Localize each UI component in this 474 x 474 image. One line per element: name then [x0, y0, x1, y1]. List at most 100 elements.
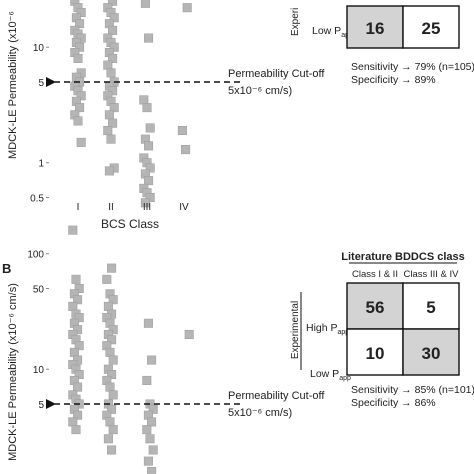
- panel-b-y-axis-label: MDCK-LE Permeability (x10⁻⁶ cm/s): [7, 283, 19, 461]
- panel-b-point-class-i: [71, 274, 81, 284]
- panel-b-cell-value-low-class12: 10: [366, 344, 385, 363]
- panel-b: B MDCK-LE Permeability (x10⁻⁶ cm/s) 5105…: [2, 225, 474, 474]
- panel-a-point-class-i: [76, 91, 86, 101]
- panel-a-point-class-i: [73, 53, 83, 63]
- panel-b-point-class-iii: [147, 355, 157, 365]
- panel-b-point-class-ii: [105, 417, 115, 427]
- panel-b-cell-value-high-class34: 5: [426, 298, 435, 317]
- panel-a-point-class-i: [76, 7, 86, 17]
- panel-a-point-class-iv: [181, 145, 191, 155]
- panel-a-point-class-iii: [142, 103, 152, 113]
- panel-a-point-class-i: [75, 103, 85, 113]
- panel-b-point-class-i: [68, 301, 78, 311]
- panel-a-cutoff-label-1: Permeability Cut-off: [228, 68, 325, 80]
- panel-a-point-class-ii: [104, 166, 114, 176]
- panel-b-point-class-i: [73, 410, 83, 420]
- panel-b-point-class-ii: [107, 335, 117, 345]
- panel-a-point-class-ii: [109, 42, 119, 52]
- panel-a-x-tick-label: I: [77, 202, 80, 213]
- panel-a-y-tick-label: 0.5: [30, 194, 44, 205]
- panel-b-cutoff-label-1: Permeability Cut-off: [228, 390, 325, 402]
- panel-a-cell-low-class12: [346, 5, 404, 49]
- panel-b-point-class-ii: [107, 263, 117, 273]
- panel-b-cell-high-class34: [402, 282, 460, 330]
- panel-b-point-class-iii: [142, 425, 152, 435]
- panel-b-point-class-ii: [107, 370, 117, 380]
- panel-b-col-label-class12: Class I & II: [352, 269, 398, 280]
- panel-a-cell-low-class34: [402, 5, 460, 49]
- panel-a-point-class-iv: [177, 126, 187, 136]
- panel-b-cell-value-high-class12: 56: [366, 298, 385, 317]
- panel-a-x-ticks: I II III IV: [77, 202, 189, 213]
- panel-b-point-class-iii: [142, 375, 152, 385]
- panel-b-point-class-ii: [105, 347, 115, 357]
- panel-a-point-class-iii: [140, 0, 150, 8]
- panel-a-cell-value-low-class34: 25: [422, 19, 441, 38]
- panel-b-point-class-iii: [147, 467, 157, 474]
- panel-a-contingency-table: Experi Low Papp 16 25 Sensitivity → 79% …: [290, 5, 474, 86]
- panel-b-point-class-ii: [105, 382, 115, 392]
- panel-b-point-class-iii: [145, 434, 155, 444]
- panel-a-sensitivity: Sensitivity → 79% (n=105): [351, 61, 474, 73]
- panel-a-point-class-iii: [145, 193, 155, 202]
- panel-a-x-axis-label: BCS Class: [101, 217, 159, 231]
- panel-b-point-class-ii: [108, 355, 118, 365]
- panel-a-cell-value-low-class12: 16: [366, 19, 385, 38]
- panel-a-point-class-iii: [145, 163, 155, 173]
- panel-b-point-class-iii: [143, 318, 153, 328]
- panel-a-x-tick-label: IV: [179, 202, 189, 213]
- panel-b-sensitivity: Sensitivity → 85% (n=101): [351, 384, 474, 396]
- panel-a-point-class-iii: [144, 33, 154, 43]
- panel-b-table-header: Literature BDDCS class: [341, 251, 465, 263]
- panel-a-point-class-iii: [145, 123, 155, 133]
- panel-b-row-group-label: Experimental: [290, 301, 301, 359]
- panel-b-y-tick-label: 10: [33, 365, 45, 376]
- panel-a-point-class-i: [76, 137, 86, 147]
- panel-b-point-class-ii: [103, 434, 113, 444]
- panel-b-y-ticks: 5 10 50 100: [27, 250, 49, 411]
- panel-b-point-class-i: [68, 225, 78, 235]
- panel-b-point-class-iv: [184, 329, 194, 339]
- panel-a-point-class-ii: [108, 25, 118, 35]
- panel-a-point-class-ii: [108, 118, 118, 128]
- panel-a-point-class-iii: [139, 95, 149, 105]
- panel-b-point-class-ii: [102, 274, 112, 284]
- panel-b-points: [68, 225, 194, 474]
- panel-a-point-class-i: [73, 116, 83, 126]
- panel-b-row-low-label: Low Papp: [310, 368, 351, 382]
- panel-a-point-class-ii: [108, 86, 118, 96]
- panel-a-point-class-ii: [106, 68, 116, 78]
- panel-b-y-tick-label: 100: [27, 250, 44, 261]
- panel-b-cell-low-class34: [402, 328, 460, 376]
- panel-a-points: [70, 0, 192, 208]
- panel-b-letter: B: [2, 261, 11, 276]
- panel-a-point-class-ii: [104, 110, 114, 120]
- panel-b-point-class-i: [71, 425, 81, 435]
- panel-a-row-group-label: Experi: [290, 8, 301, 36]
- panel-a-point-class-iii: [144, 141, 154, 151]
- panel-b-point-class-ii: [107, 404, 117, 414]
- panel-b-point-class-ii: [103, 301, 113, 311]
- panel-b-point-class-i: [68, 417, 78, 427]
- panel-b-point-class-ii: [108, 425, 118, 435]
- panel-a-x-tick-label: III: [143, 202, 151, 213]
- panel-a-cutoff-label-2: 5x10⁻⁶ cm/s): [228, 85, 292, 97]
- panel-b-point-class-i: [74, 341, 84, 351]
- panel-a-point-class-iii: [144, 176, 154, 186]
- panel-b-point-class-i: [73, 295, 83, 305]
- panel-b-point-class-ii: [108, 295, 118, 305]
- panel-a-point-class-i: [75, 42, 85, 52]
- panel-b-point-class-iii: [148, 404, 158, 414]
- panel-a-y-tick-label: 5: [38, 78, 44, 89]
- panel-a-y-tick-label: 1: [38, 159, 44, 170]
- panel-b-point-class-ii: [108, 325, 118, 335]
- panel-b-contingency-table: Literature BDDCS class Class I & II Clas…: [290, 251, 474, 409]
- panel-b-point-class-i: [74, 370, 84, 380]
- panel-a-point-class-ii: [103, 60, 113, 70]
- panel-b-point-class-ii: [108, 390, 118, 400]
- panel-a-point-class-ii: [109, 103, 119, 113]
- panel-a-point-class-iv: [182, 3, 192, 13]
- panel-a-point-class-i: [75, 19, 85, 29]
